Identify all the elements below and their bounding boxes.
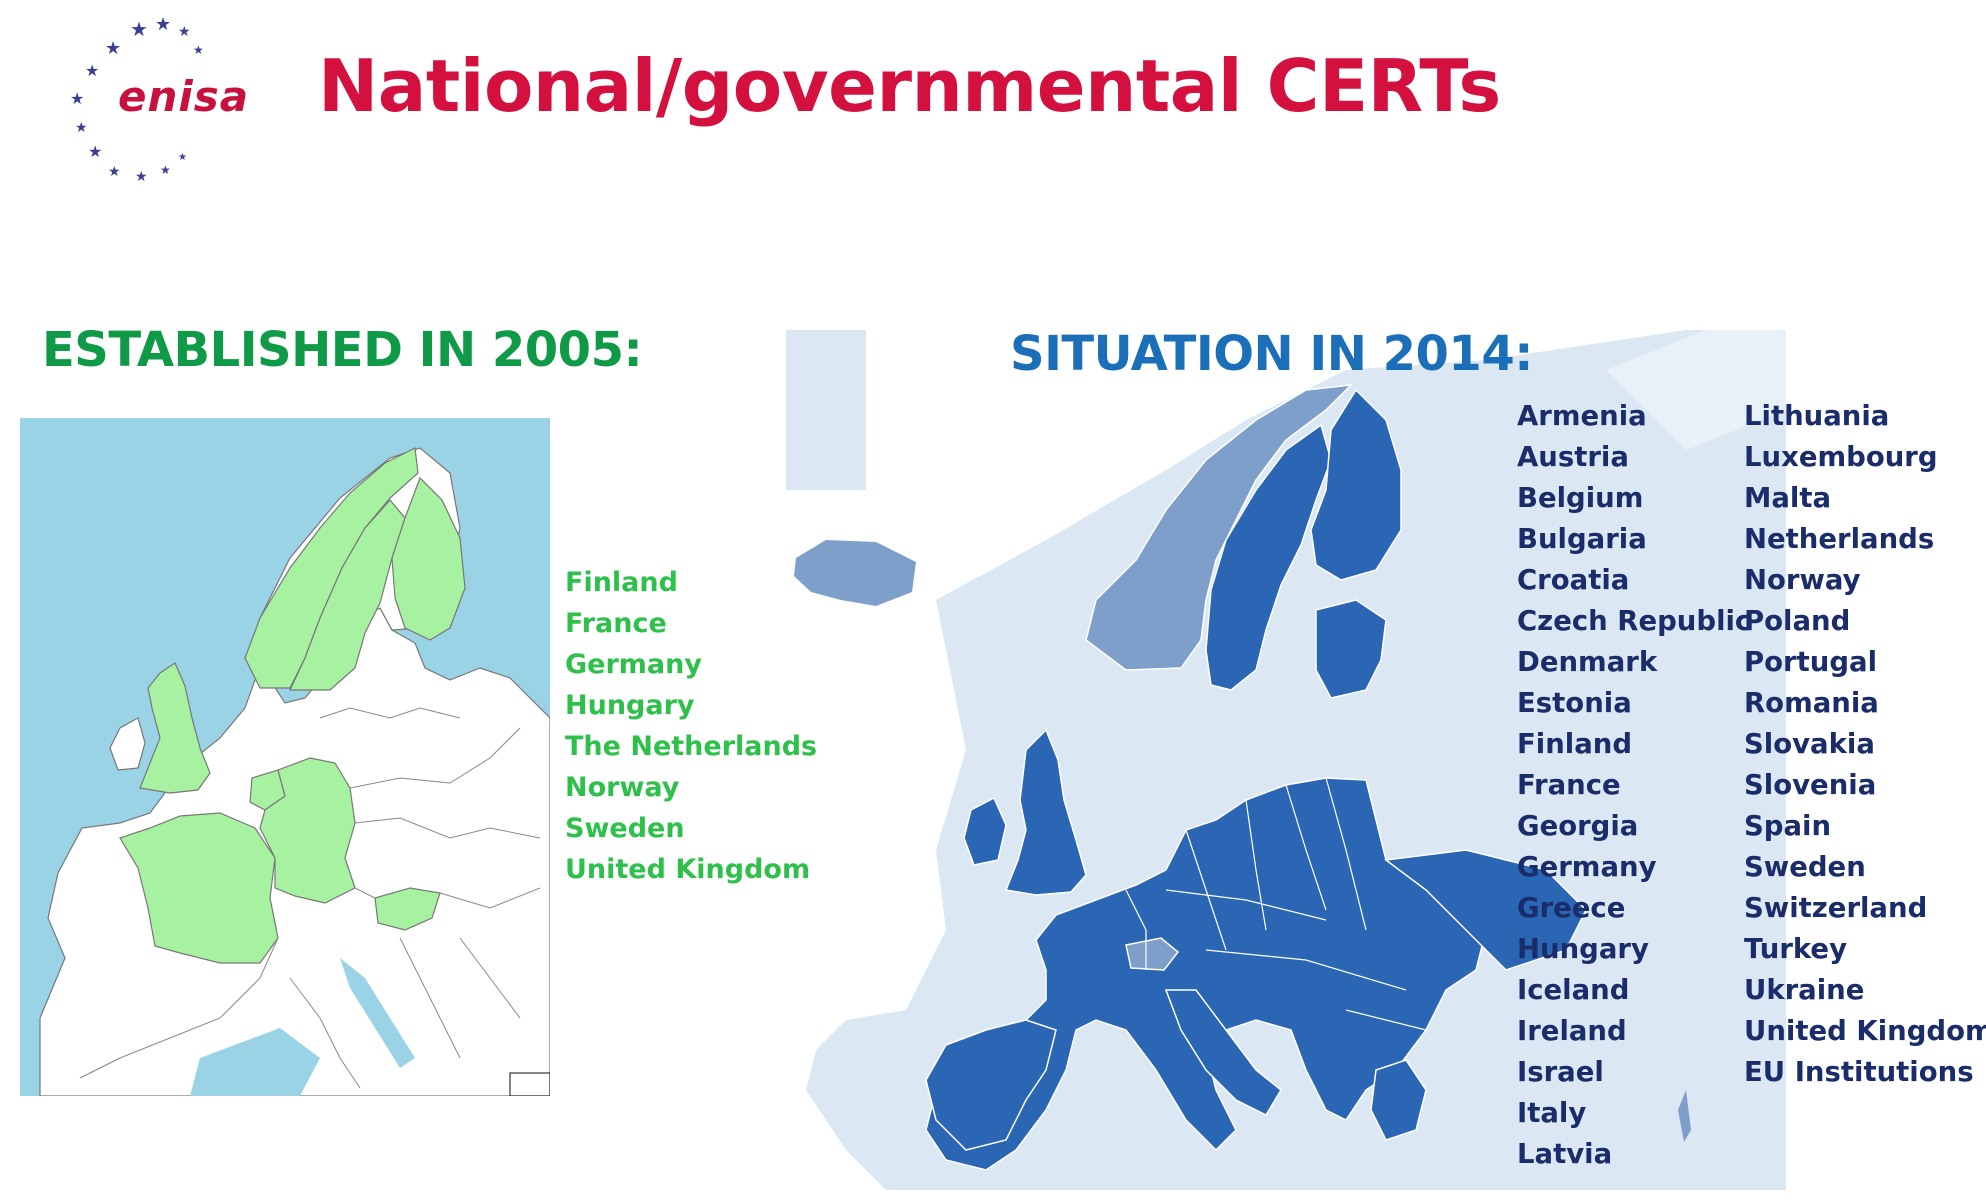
country-baltics-2014 xyxy=(1315,599,1387,699)
list-item: United Kingdom xyxy=(1744,1015,1986,1047)
list-item: Netherlands xyxy=(1744,523,1935,555)
list-item: Czech Republic xyxy=(1517,605,1752,637)
country-borders xyxy=(79,707,541,1089)
country-germany xyxy=(259,757,356,904)
list-item: Poland xyxy=(1744,605,1851,637)
countries-2014-list-col1: Armenia Austria Belgium Bulgaria Croatia… xyxy=(1517,396,1751,1175)
list-item: Sweden xyxy=(1744,851,1866,883)
list-item: Finland xyxy=(565,567,678,598)
list-item: Luxembourg xyxy=(1744,441,1938,473)
list-item: Croatia xyxy=(1517,564,1630,596)
list-item: Hungary xyxy=(565,690,695,721)
country-ukraine-2014 xyxy=(1384,849,1587,971)
svg-text:★: ★ xyxy=(105,38,121,58)
list-item: Belgium xyxy=(1517,482,1644,514)
list-item: Armenia xyxy=(1517,400,1647,432)
list-item: Germany xyxy=(565,649,702,680)
inset-frame xyxy=(509,1072,550,1096)
list-item: Turkey xyxy=(1744,933,1848,965)
list-item: Romania xyxy=(1744,687,1879,719)
country-hungary xyxy=(374,887,441,931)
list-item: Ireland xyxy=(1517,1015,1627,1047)
country-greece-2014 xyxy=(1370,1059,1427,1141)
country-sweden-2014 xyxy=(1205,423,1332,691)
country-united-kingdom xyxy=(139,662,211,794)
country-borders-2014 xyxy=(1125,777,1427,1031)
list-item: Sweden xyxy=(565,813,685,844)
country-israel-2014 xyxy=(1678,1090,1691,1142)
svg-text:★: ★ xyxy=(160,163,171,177)
europe-map-2005 xyxy=(20,418,550,1096)
svg-text:★: ★ xyxy=(130,19,148,41)
svg-text:★: ★ xyxy=(193,43,204,57)
svg-text:★: ★ xyxy=(135,168,148,184)
list-item: Italy xyxy=(1517,1097,1587,1129)
list-item: Malta xyxy=(1744,482,1832,514)
arctic-land xyxy=(1606,330,1786,450)
star-ring-icon: ★ ★ ★ ★ ★ ★ ★ ★ ★ ★ ★ ★ ★ xyxy=(70,14,204,184)
list-item: Portugal xyxy=(1744,646,1878,678)
page-title: National/governmental CERTs xyxy=(318,44,1501,128)
svg-text:★: ★ xyxy=(85,63,99,80)
list-item: United Kingdom xyxy=(565,854,811,885)
background-land xyxy=(786,330,1786,1190)
svg-text:★: ★ xyxy=(178,23,191,39)
list-item: Denmark xyxy=(1517,646,1658,678)
list-item: Georgia xyxy=(1517,810,1639,842)
list-item: Estonia xyxy=(1517,687,1632,719)
list-item: Iceland xyxy=(1517,974,1630,1006)
list-item: Bulgaria xyxy=(1517,523,1647,555)
list-item: Latvia xyxy=(1517,1138,1613,1170)
list-item: Norway xyxy=(1744,564,1861,596)
country-finland-2014 xyxy=(1310,388,1402,581)
list-item: Slovenia xyxy=(1744,769,1877,801)
country-united-kingdom-2014 xyxy=(1004,728,1087,896)
logo-text: enisa xyxy=(118,72,250,121)
list-item: The Netherlands xyxy=(565,731,818,762)
country-france xyxy=(119,812,279,964)
enisa-logo: ★ ★ ★ ★ ★ ★ ★ ★ ★ ★ ★ ★ ★ enisa xyxy=(60,14,260,184)
list-item: Switzerland xyxy=(1744,892,1928,924)
list-item: EU Institutions xyxy=(1744,1056,1974,1088)
country-iceland xyxy=(794,540,916,606)
country-switzerland-2014 xyxy=(1125,937,1180,971)
country-norway-2014 xyxy=(1085,384,1354,671)
list-item: France xyxy=(1517,769,1621,801)
svg-text:★: ★ xyxy=(108,163,121,179)
country-italy-2014 xyxy=(1164,989,1282,1116)
svg-text:★: ★ xyxy=(70,91,84,108)
list-item: Austria xyxy=(1517,441,1629,473)
left-heading: ESTABLISHED IN 2005: xyxy=(42,322,643,378)
list-item: Greece xyxy=(1517,892,1626,924)
list-item: France xyxy=(565,608,667,639)
list-item: Israel xyxy=(1517,1056,1604,1088)
svg-text:★: ★ xyxy=(75,119,88,135)
europe-map-2014 xyxy=(786,330,1786,1190)
mediterranean-sea xyxy=(190,1028,320,1096)
adriatic-sea xyxy=(340,958,415,1068)
list-item: Finland xyxy=(1517,728,1633,760)
list-item: Hungary xyxy=(1517,933,1649,965)
country-ireland-2014 xyxy=(963,796,1007,866)
svg-text:★: ★ xyxy=(178,152,187,163)
countries-2005-list: Finland France Germany Hungary The Nethe… xyxy=(565,562,817,890)
list-item: Norway xyxy=(565,772,680,803)
list-item: Lithuania xyxy=(1744,400,1890,432)
list-item: Spain xyxy=(1744,810,1832,842)
country-ireland xyxy=(109,717,146,771)
list-item: Germany xyxy=(1517,851,1657,883)
country-iberia-2014 xyxy=(925,1019,1057,1151)
right-heading: SITUATION IN 2014: xyxy=(1010,326,1533,382)
list-item: Slovakia xyxy=(1744,728,1875,760)
list-item: Ukraine xyxy=(1744,974,1865,1006)
country-finland xyxy=(391,476,466,641)
countries-2014-list-col2: Lithuania Luxembourg Malta Netherlands N… xyxy=(1744,396,1986,1093)
svg-text:★: ★ xyxy=(88,144,102,161)
svg-text:★: ★ xyxy=(155,14,171,34)
